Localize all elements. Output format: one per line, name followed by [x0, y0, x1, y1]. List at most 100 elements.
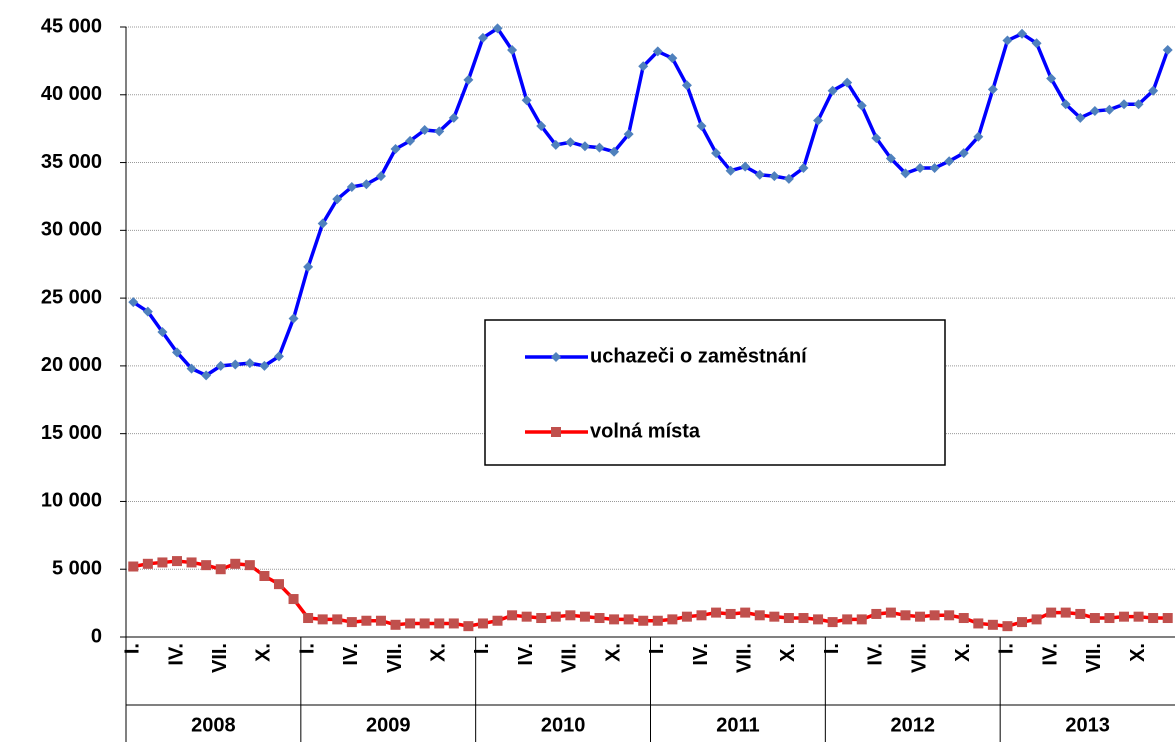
marker — [681, 80, 692, 91]
marker — [375, 171, 386, 182]
marker — [711, 148, 722, 159]
marker — [1119, 99, 1130, 110]
marker — [944, 610, 955, 621]
marker — [827, 85, 838, 96]
marker — [171, 347, 182, 358]
marker — [317, 614, 328, 625]
marker — [303, 261, 314, 272]
x-tick-label: VII. — [908, 643, 930, 673]
x-tick-label: IV. — [340, 643, 362, 666]
marker — [754, 169, 765, 180]
marker — [303, 613, 314, 624]
marker — [1119, 611, 1130, 622]
marker — [885, 153, 896, 164]
marker — [1017, 617, 1028, 628]
y-tick-label: 45 000 — [41, 15, 102, 37]
marker — [711, 607, 722, 618]
marker — [1075, 608, 1086, 619]
marker — [667, 614, 678, 625]
marker — [798, 162, 809, 173]
marker — [419, 618, 430, 629]
marker — [1133, 99, 1144, 110]
marker — [973, 131, 984, 142]
marker — [1031, 38, 1042, 49]
marker — [987, 619, 998, 630]
marker — [565, 610, 576, 621]
x-group-label: 2011 — [716, 714, 759, 736]
marker — [128, 297, 139, 308]
marker — [550, 611, 561, 622]
marker — [565, 137, 576, 148]
y-tick-label: 20 000 — [41, 354, 102, 376]
marker — [186, 557, 197, 568]
marker — [915, 611, 926, 622]
marker — [201, 370, 212, 381]
x-group-label: 2012 — [891, 714, 936, 736]
marker — [507, 610, 518, 621]
marker — [594, 142, 605, 153]
marker — [492, 23, 503, 34]
x-tick-label: IV. — [1039, 643, 1061, 666]
y-tick-label: 30 000 — [41, 219, 102, 241]
marker — [1046, 73, 1057, 84]
marker — [419, 125, 430, 136]
x-tick-label: VII. — [384, 643, 406, 673]
x-tick-label: VII. — [209, 643, 231, 673]
y-tick-label: 15 000 — [41, 422, 102, 444]
marker — [871, 133, 882, 144]
x-tick-label: I. — [821, 643, 843, 654]
marker — [332, 194, 343, 205]
marker — [623, 129, 634, 140]
marker — [288, 594, 299, 605]
x-tick-label: I. — [471, 643, 493, 654]
marker — [157, 327, 168, 337]
marker — [638, 61, 649, 72]
marker — [900, 610, 911, 621]
marker — [390, 144, 401, 154]
marker — [652, 615, 663, 626]
marker — [1089, 613, 1100, 624]
marker — [1162, 45, 1173, 56]
marker — [827, 617, 838, 628]
series-line — [132, 26, 1170, 378]
marker — [769, 171, 780, 182]
marker — [215, 360, 226, 371]
marker — [1148, 613, 1159, 624]
marker — [885, 607, 896, 618]
series-line — [132, 559, 1168, 628]
marker — [900, 168, 911, 179]
marker — [288, 313, 299, 324]
marker — [987, 84, 998, 95]
y-tick-label: 25 000 — [41, 286, 102, 308]
marker — [550, 139, 561, 150]
legend-box — [484, 319, 946, 466]
marker — [1046, 607, 1057, 618]
x-tick-label: I. — [646, 643, 668, 654]
marker — [390, 619, 401, 630]
x-tick-label: IV. — [165, 643, 187, 666]
marker — [915, 162, 926, 173]
marker — [521, 95, 532, 106]
marker — [317, 218, 328, 229]
y-tick-label: 5 000 — [52, 558, 102, 580]
marker — [259, 571, 270, 581]
x-group-label: 2010 — [541, 714, 586, 736]
marker — [681, 611, 692, 622]
marker — [201, 560, 212, 571]
x-tick-label: VII. — [559, 643, 581, 673]
marker — [1060, 607, 1071, 618]
marker — [638, 615, 649, 626]
marker — [1002, 621, 1013, 632]
marker — [434, 126, 445, 137]
marker — [1031, 614, 1042, 625]
marker — [142, 306, 153, 317]
marker — [813, 614, 824, 625]
marker — [856, 100, 867, 111]
x-group-label: 2009 — [366, 714, 411, 736]
x-group-label: 2008 — [191, 714, 236, 736]
marker — [405, 135, 416, 146]
marker — [579, 611, 590, 622]
marker — [579, 141, 590, 152]
marker — [230, 558, 241, 569]
